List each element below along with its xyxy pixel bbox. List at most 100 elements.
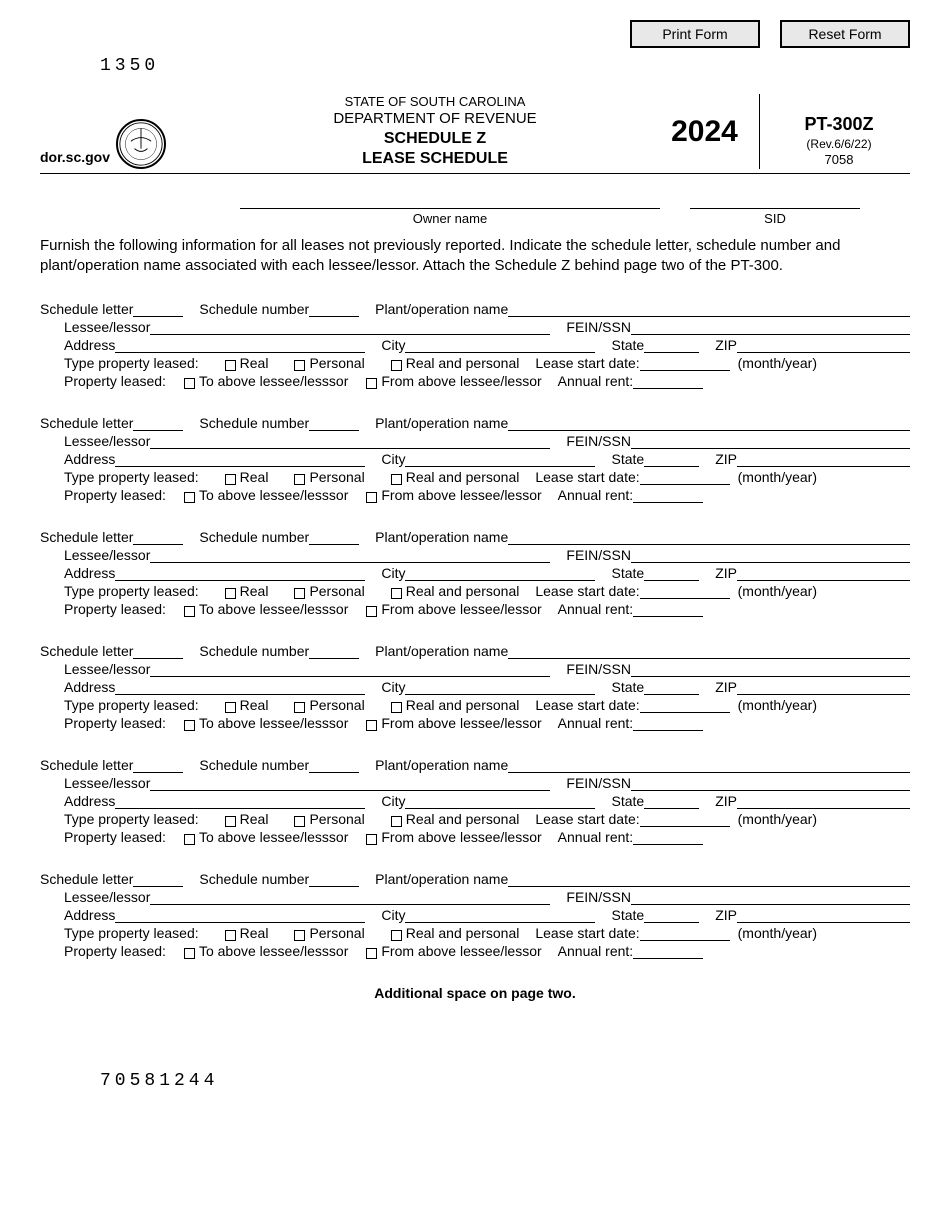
- print-button[interactable]: Print Form: [630, 20, 760, 48]
- plant-input[interactable]: [508, 643, 910, 659]
- lessee-input[interactable]: [150, 661, 550, 677]
- real-personal-checkbox[interactable]: [391, 816, 402, 827]
- annual-rent-input[interactable]: [633, 943, 703, 959]
- zip-input[interactable]: [737, 679, 910, 695]
- zip-input[interactable]: [737, 793, 910, 809]
- lease-start-input[interactable]: [640, 583, 730, 599]
- schedule-number-input[interactable]: [309, 415, 359, 431]
- from-above-checkbox[interactable]: [366, 720, 377, 731]
- lease-start-input[interactable]: [640, 811, 730, 827]
- lessee-input[interactable]: [150, 889, 550, 905]
- lease-start-input[interactable]: [640, 469, 730, 485]
- fein-input[interactable]: [631, 319, 910, 335]
- state-input[interactable]: [644, 679, 699, 695]
- to-above-checkbox[interactable]: [184, 720, 195, 731]
- address-input[interactable]: [115, 907, 365, 923]
- from-above-checkbox[interactable]: [366, 834, 377, 845]
- fein-label: FEIN/SSN: [566, 775, 631, 791]
- from-above-checkbox[interactable]: [366, 378, 377, 389]
- to-above-checkbox[interactable]: [184, 948, 195, 959]
- schedule-number-input[interactable]: [309, 757, 359, 773]
- address-input[interactable]: [115, 565, 365, 581]
- zip-input[interactable]: [737, 337, 910, 353]
- personal-checkbox[interactable]: [294, 588, 305, 599]
- schedule-letter-input[interactable]: [133, 529, 183, 545]
- real-checkbox[interactable]: [225, 474, 236, 485]
- annual-rent-input[interactable]: [633, 715, 703, 731]
- reset-button[interactable]: Reset Form: [780, 20, 910, 48]
- from-above-checkbox[interactable]: [366, 948, 377, 959]
- state-input[interactable]: [644, 337, 699, 353]
- plant-input[interactable]: [508, 415, 910, 431]
- lease-start-input[interactable]: [640, 355, 730, 371]
- schedule-letter-input[interactable]: [133, 415, 183, 431]
- lease-start-input[interactable]: [640, 925, 730, 941]
- annual-rent-input[interactable]: [633, 601, 703, 617]
- state-input[interactable]: [644, 451, 699, 467]
- annual-rent-input[interactable]: [633, 487, 703, 503]
- real-personal-checkbox[interactable]: [391, 702, 402, 713]
- schedule-letter-input[interactable]: [133, 871, 183, 887]
- schedule-number-input[interactable]: [309, 643, 359, 659]
- zip-input[interactable]: [737, 907, 910, 923]
- lease-start-input[interactable]: [640, 697, 730, 713]
- address-input[interactable]: [115, 337, 365, 353]
- real-checkbox[interactable]: [225, 930, 236, 941]
- real-checkbox[interactable]: [225, 588, 236, 599]
- to-above-checkbox[interactable]: [184, 606, 195, 617]
- address-input[interactable]: [115, 451, 365, 467]
- lessee-input[interactable]: [150, 433, 550, 449]
- fein-input[interactable]: [631, 775, 910, 791]
- fein-input[interactable]: [631, 889, 910, 905]
- plant-input[interactable]: [508, 301, 910, 317]
- lessee-input[interactable]: [150, 775, 550, 791]
- city-input[interactable]: [405, 793, 595, 809]
- personal-checkbox[interactable]: [294, 702, 305, 713]
- personal-checkbox[interactable]: [294, 360, 305, 371]
- from-above-checkbox[interactable]: [366, 606, 377, 617]
- lessee-input[interactable]: [150, 319, 550, 335]
- annual-rent-input[interactable]: [633, 373, 703, 389]
- state-input[interactable]: [644, 793, 699, 809]
- schedule-number-input[interactable]: [309, 871, 359, 887]
- zip-input[interactable]: [737, 451, 910, 467]
- city-input[interactable]: [405, 907, 595, 923]
- schedule-number-input[interactable]: [309, 529, 359, 545]
- city-input[interactable]: [405, 451, 595, 467]
- city-input[interactable]: [405, 679, 595, 695]
- state-input[interactable]: [644, 565, 699, 581]
- schedule-letter-input[interactable]: [133, 301, 183, 317]
- personal-checkbox[interactable]: [294, 474, 305, 485]
- fein-input[interactable]: [631, 661, 910, 677]
- plant-input[interactable]: [508, 871, 910, 887]
- plant-input[interactable]: [508, 757, 910, 773]
- personal-checkbox[interactable]: [294, 930, 305, 941]
- real-checkbox[interactable]: [225, 816, 236, 827]
- schedule-letter-input[interactable]: [133, 643, 183, 659]
- schedule-number-input[interactable]: [309, 301, 359, 317]
- real-personal-checkbox[interactable]: [391, 588, 402, 599]
- lessee-input[interactable]: [150, 547, 550, 563]
- to-above-checkbox[interactable]: [184, 378, 195, 389]
- zip-input[interactable]: [737, 565, 910, 581]
- state-input[interactable]: [644, 907, 699, 923]
- to-above-checkbox[interactable]: [184, 492, 195, 503]
- to-above-checkbox[interactable]: [184, 834, 195, 845]
- real-checkbox[interactable]: [225, 702, 236, 713]
- from-above-checkbox[interactable]: [366, 492, 377, 503]
- real-checkbox[interactable]: [225, 360, 236, 371]
- real-personal-checkbox[interactable]: [391, 360, 402, 371]
- address-input[interactable]: [115, 679, 365, 695]
- personal-checkbox[interactable]: [294, 816, 305, 827]
- city-input[interactable]: [405, 565, 595, 581]
- schedule-letter-input[interactable]: [133, 757, 183, 773]
- fein-input[interactable]: [631, 433, 910, 449]
- real-personal-checkbox[interactable]: [391, 474, 402, 485]
- address-input[interactable]: [115, 793, 365, 809]
- annual-rent-input[interactable]: [633, 829, 703, 845]
- real-personal-checkbox[interactable]: [391, 930, 402, 941]
- fein-input[interactable]: [631, 547, 910, 563]
- plant-input[interactable]: [508, 529, 910, 545]
- annual-rent-label: Annual rent:: [558, 943, 634, 959]
- city-input[interactable]: [405, 337, 595, 353]
